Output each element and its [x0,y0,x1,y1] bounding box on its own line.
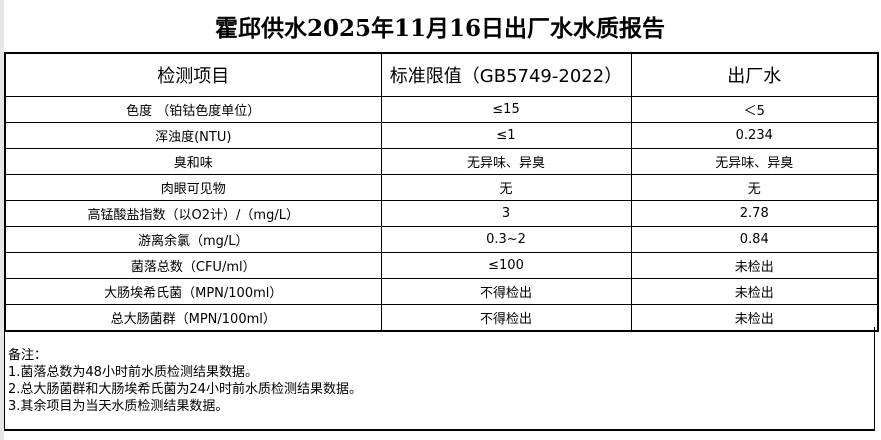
note-3: 3.其余项目为当天水质检测结果数据。 [8,399,229,414]
header-limit: 标准限值（GB5749-2022） [380,52,632,97]
table-row: 浑浊度(NTU) ≤1 0.234 [4,122,879,149]
cell-value: 未检出 [630,252,879,279]
cell-item: 浑浊度(NTU) [4,122,382,149]
cell-limit: ≤15 [380,96,632,123]
cell-limit: ≤100 [380,252,632,279]
header-row: 检测项目 标准限值（GB5749-2022） 出厂水 [4,52,879,97]
cell-value: 未检出 [630,304,879,332]
header-item: 检测项目 [4,52,382,97]
table-row: 大肠埃希氏菌（MPN/100ml） 不得检出 未检出 [4,278,879,305]
notes-label: 备注： [8,348,48,363]
cell-item: 高锰酸盐指数（以O2计）/（mg/L） [4,200,382,227]
cell-limit: 0.3~2 [380,226,632,253]
cell-limit: 3 [380,200,632,227]
table-row: 臭和味 无异味、异臭 无异味、异臭 [4,148,879,175]
cell-item: 菌落总数（CFU/ml） [4,252,382,279]
cell-item: 色度 （铂钴色度单位） [4,96,382,123]
cell-limit: 无 [380,174,632,201]
table-row: 总大肠菌群（MPN/100ml） 不得检出 未检出 [4,304,879,332]
note-2: 2.总大肠菌群和大肠埃希氏菌为24小时前水质检测结果数据。 [8,382,362,397]
cell-value: ＜5 [630,96,879,123]
cell-value: 无异味、异臭 [630,148,879,175]
header-value: 出厂水 [630,52,879,97]
cell-value: 无 [630,174,879,201]
cell-item: 臭和味 [4,148,382,175]
cell-value: 未检出 [630,278,879,305]
water-quality-table: 检测项目 标准限值（GB5749-2022） 出厂水 色度 （铂钴色度单位） ≤1… [4,52,879,332]
cell-item: 肉眼可见物 [4,174,382,201]
table-row: 菌落总数（CFU/ml） ≤100 未检出 [4,252,879,279]
cell-value: 0.234 [630,122,879,149]
report-title: 霍邱供水2025年11月16日出厂水水质报告 [214,15,666,42]
table-row: 色度 （铂钴色度单位） ≤15 ＜5 [4,96,879,123]
cell-value: 2.78 [630,200,879,227]
note-1: 1.菌落总数为48小时前水质检测结果数据。 [8,365,258,380]
cell-limit: 无异味、异臭 [380,148,632,175]
notes: 备注： 1.菌落总数为48小时前水质检测结果数据。 2.总大肠菌群和大肠埃希氏菌… [4,327,875,431]
table-row: 肉眼可见物无无 [4,174,879,201]
cell-limit: 不得检出 [380,278,632,305]
cell-item: 游离余氯（mg/L） [4,226,382,253]
row-header-strip [0,0,4,440]
table-row: 游离余氯（mg/L） 0.3~2 0.84 [4,226,879,253]
cell-value: 0.84 [630,226,879,253]
cell-limit: 不得检出 [380,304,632,332]
cell-limit: ≤1 [380,122,632,149]
cell-item: 大肠埃希氏菌（MPN/100ml） [4,278,382,305]
table-row: 高锰酸盐指数（以O2计）/（mg/L） 3 2.78 [4,200,879,227]
cell-item: 总大肠菌群（MPN/100ml） [4,304,382,332]
